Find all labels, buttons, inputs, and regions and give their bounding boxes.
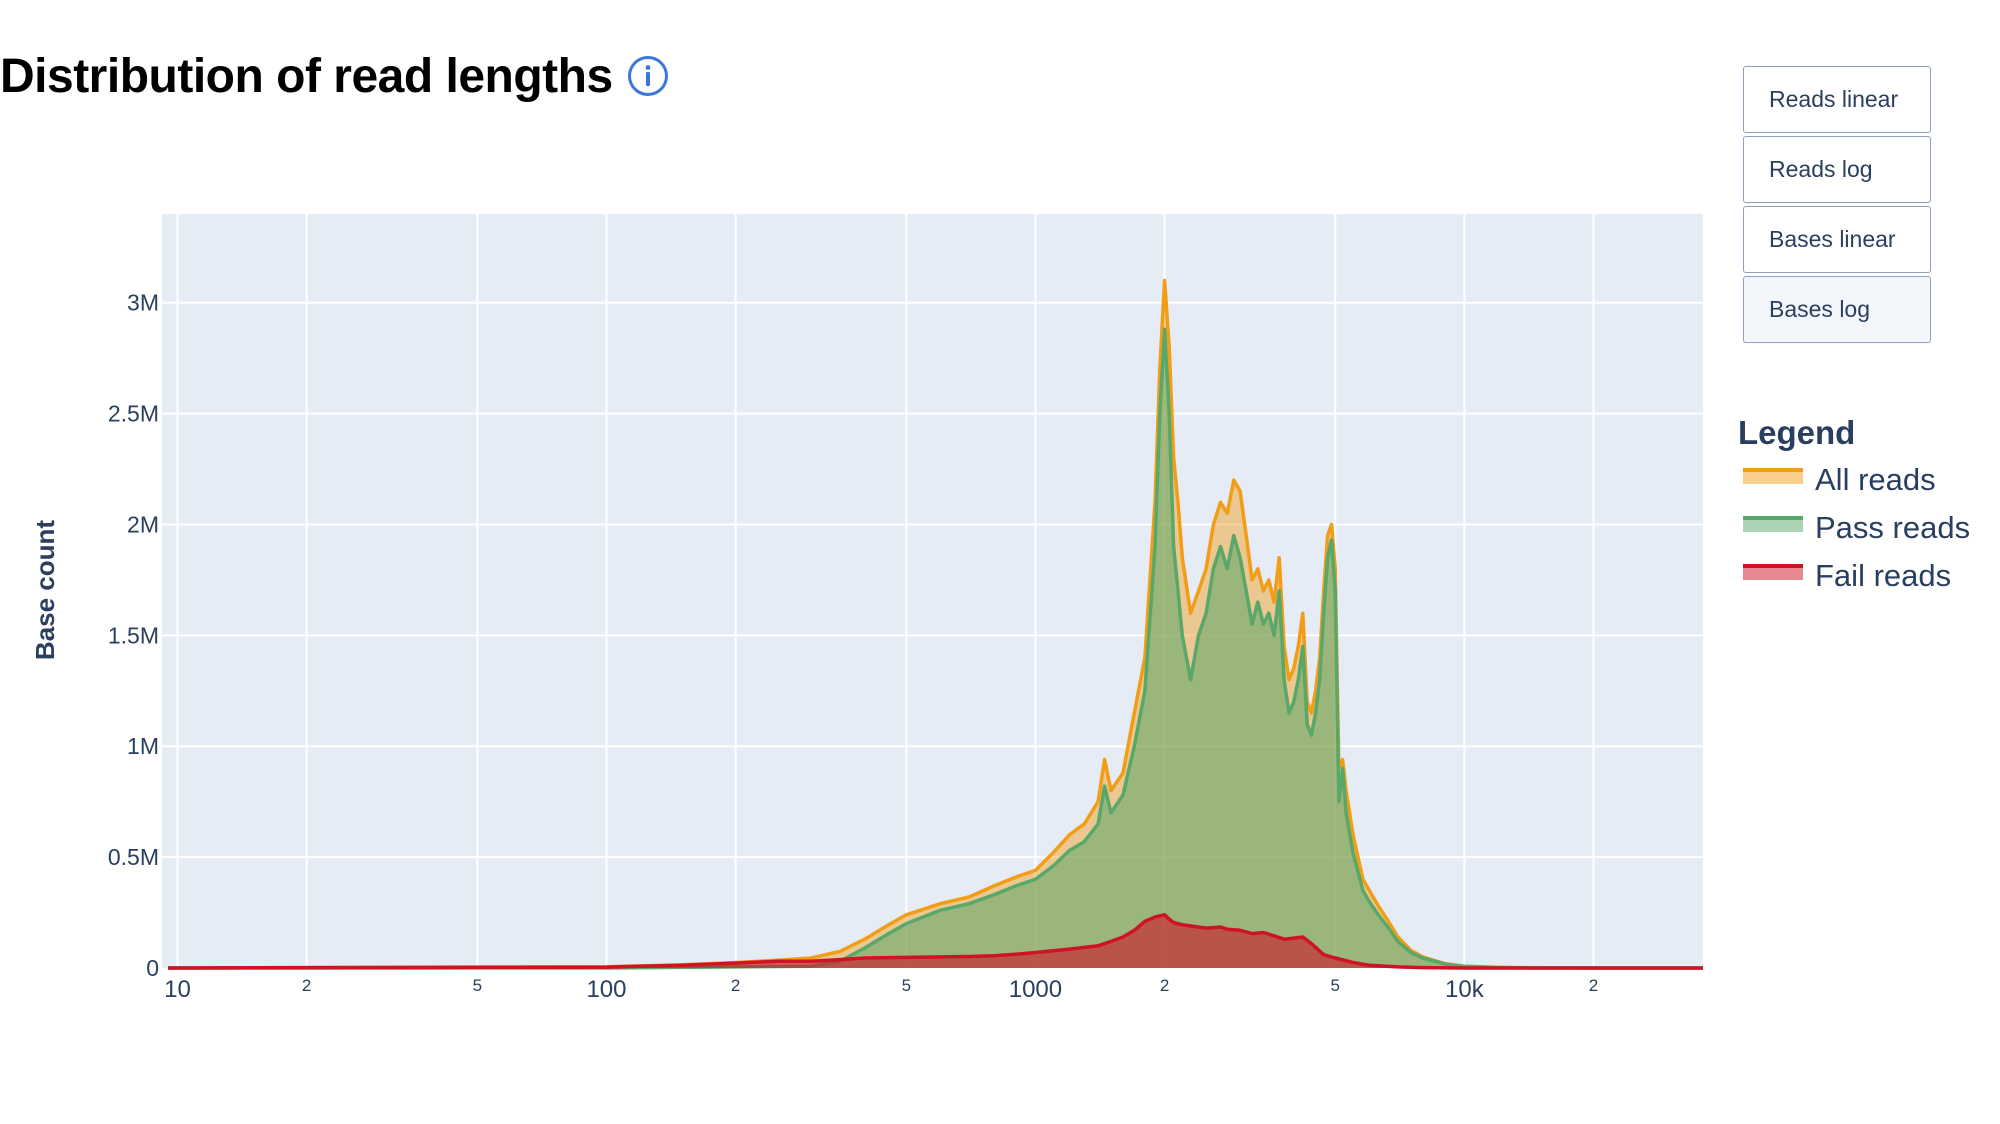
info-icon[interactable] (627, 55, 669, 97)
y-tick-label: 0 (146, 955, 159, 981)
x-minor-tick-label: 5 (902, 976, 911, 995)
x-tick-label: 10 (164, 976, 191, 1003)
view-mode-buttons: Reads linear Reads log Bases linear Base… (1743, 66, 1931, 346)
x-tick-label: 100 (586, 976, 626, 1003)
bases-log-button[interactable]: Bases log (1743, 276, 1931, 343)
x-minor-tick-label: 5 (1331, 976, 1340, 995)
y-tick-label: 0.5M (108, 844, 159, 870)
series-area-pass (168, 329, 1703, 968)
legend-entry-all[interactable]: All reads (1815, 462, 1936, 497)
x-tick-label: 10k (1445, 976, 1485, 1003)
chart-title-row: Distribution of read lengths (0, 46, 669, 106)
y-tick-label: 1M (127, 733, 159, 759)
y-tick-label: 2M (127, 511, 159, 537)
axes: 0 0.5M 1M 1.5M 2M 2.5M 3M 10 100 1000 10k 2 5 2 5 2 5 2 (108, 290, 1598, 1003)
x-tick-label: 1000 (1009, 976, 1062, 1003)
y-tick-label: 2.5M (108, 401, 159, 427)
x-minor-tick-label: 2 (1589, 976, 1598, 995)
series-line-all[interactable] (167, 278, 1703, 970)
reads-linear-button[interactable]: Reads linear (1743, 66, 1931, 133)
y-axis-label: Base count (30, 520, 60, 660)
x-minor-tick-label: 5 (473, 976, 482, 995)
grid-lines (162, 214, 1703, 968)
series-line-fail[interactable] (167, 913, 1703, 970)
plot-area[interactable] (162, 214, 1703, 968)
x-minor-tick-label: 2 (302, 976, 311, 995)
series-layer (167, 278, 1703, 970)
legend-entry-pass[interactable]: Pass reads (1815, 510, 1970, 545)
series-line-pass[interactable] (168, 327, 1703, 970)
legend-title: Legend (1738, 414, 1855, 451)
y-tick-label: 1.5M (108, 622, 159, 648)
chart-title: Distribution of read lengths (0, 49, 613, 103)
x-minor-tick-label: 2 (1160, 976, 1169, 995)
legend: Legend All reads Pass reads Fail reads (1738, 414, 1970, 593)
y-tick-label: 3M (127, 290, 159, 316)
reads-log-button[interactable]: Reads log (1743, 136, 1931, 203)
bases-linear-button[interactable]: Bases linear (1743, 206, 1931, 273)
legend-entry-fail[interactable]: Fail reads (1815, 558, 1951, 593)
x-minor-tick-label: 2 (731, 976, 740, 995)
series-area-fail (168, 914, 1703, 968)
